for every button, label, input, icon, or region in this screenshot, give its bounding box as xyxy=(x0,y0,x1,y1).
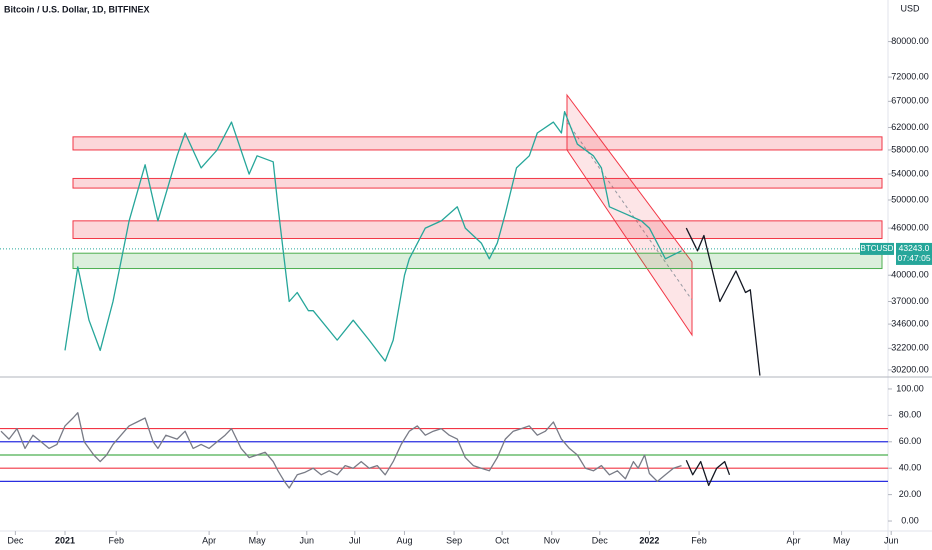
x-tick-label: Dec xyxy=(7,535,24,545)
x-tick-label: Sep xyxy=(446,535,462,545)
y-tick-label: 40000.00 xyxy=(891,270,929,280)
zone xyxy=(72,177,883,189)
last-price: 43243.0 xyxy=(899,243,930,253)
y-tick-label: 46000.00 xyxy=(891,222,929,232)
series-line xyxy=(685,460,731,487)
series-line xyxy=(685,227,761,376)
y-tick-label: 50000.00 xyxy=(891,194,929,204)
countdown: 07:47:05 xyxy=(897,253,930,263)
x-tick-label: May xyxy=(833,535,851,545)
x-tick-label: Oct xyxy=(495,535,510,545)
y-tick-label: 54000.00 xyxy=(891,168,929,178)
y-tick-label: 80000.00 xyxy=(891,36,929,46)
y-tick-label: 67000.00 xyxy=(891,96,929,106)
y-tick-label: 34600.00 xyxy=(891,318,929,328)
y-tick-label: 40.00 xyxy=(899,463,922,473)
zone xyxy=(72,220,883,240)
zone xyxy=(72,252,883,270)
x-tick-label: May xyxy=(249,535,267,545)
x-tick-label: Nov xyxy=(544,535,561,545)
x-tick-label: 2022 xyxy=(639,535,659,545)
y-tick-label: 100.00 xyxy=(896,383,924,393)
symbol-label: BTCUSD xyxy=(861,244,894,253)
y-tick-label: 20.00 xyxy=(899,489,922,499)
x-tick-label: 2021 xyxy=(55,535,75,545)
symbol-badge xyxy=(860,242,894,255)
zone xyxy=(72,136,883,151)
y-tick-label: 80.00 xyxy=(899,410,922,420)
y-tick-label: 62000.00 xyxy=(891,122,929,132)
y-tick-label: 37000.00 xyxy=(891,296,929,306)
x-tick-label: Feb xyxy=(108,535,124,545)
x-tick-label: Aug xyxy=(396,535,412,545)
x-tick-label: Jul xyxy=(349,535,361,545)
series-line xyxy=(64,110,682,362)
x-tick-label: Apr xyxy=(202,535,216,545)
price-badge xyxy=(896,242,932,265)
y-tick-label: 30200.00 xyxy=(891,364,929,374)
y-tick-label: 32200.00 xyxy=(891,343,929,353)
y-tick-label: 72000.00 xyxy=(891,71,929,81)
x-tick-label: Feb xyxy=(691,535,707,545)
y-tick-label: 60.00 xyxy=(899,436,922,446)
x-tick-label: Apr xyxy=(787,535,801,545)
x-tick-label: Jun xyxy=(884,535,899,545)
y-tick-label: 0.00 xyxy=(901,515,919,525)
x-tick-label: Dec xyxy=(592,535,609,545)
currency-label[interactable]: USD xyxy=(900,3,920,13)
x-tick-label: Jun xyxy=(300,535,315,545)
chart-title: Bitcoin / U.S. Dollar, 1D, BITFINEX xyxy=(4,4,150,14)
y-tick-label: 58000.00 xyxy=(891,144,929,154)
series-line xyxy=(0,412,682,489)
